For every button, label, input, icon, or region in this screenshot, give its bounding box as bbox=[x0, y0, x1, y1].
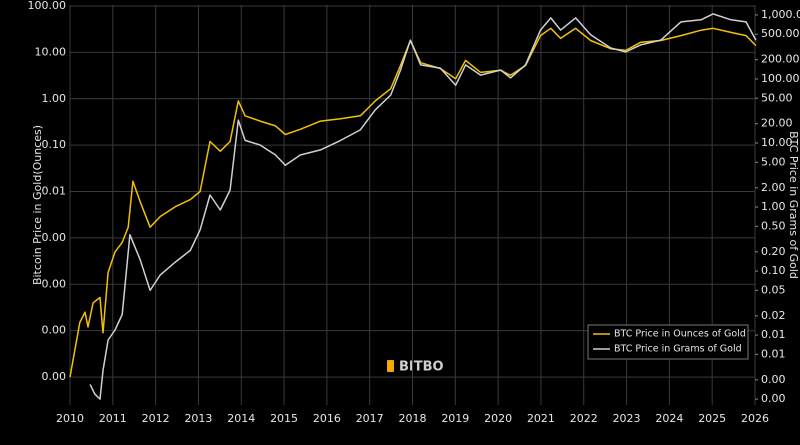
y2-tick-label: 500.00 bbox=[761, 27, 800, 40]
y-tick-label: 0.01 bbox=[42, 185, 67, 198]
y2-tick-label: 0.00 bbox=[761, 373, 786, 386]
y2-tick-label: 0.10 bbox=[761, 264, 786, 277]
x-tick-label: 2022 bbox=[570, 412, 598, 425]
x-tick-label: 2020 bbox=[484, 412, 512, 425]
x-tick-label: 2014 bbox=[227, 412, 255, 425]
y2-tick-label: 0.50 bbox=[761, 219, 786, 232]
y2-tick-label: 200.00 bbox=[761, 53, 800, 66]
y-tick-label: 0.00 bbox=[42, 370, 67, 383]
x-tick-label: 2013 bbox=[184, 412, 212, 425]
x-tick-label: 2018 bbox=[399, 412, 427, 425]
y2-tick-label: 1.00 bbox=[761, 200, 786, 213]
y2-tick-label: 5.00 bbox=[761, 155, 786, 168]
series-line bbox=[69, 27, 757, 378]
x-tick-label: 2025 bbox=[698, 412, 726, 425]
x-tick-label: 2023 bbox=[613, 412, 641, 425]
x-tick-label: 2010 bbox=[56, 412, 84, 425]
x-tick-label: 2026 bbox=[741, 412, 769, 425]
watermark-text: BITBO bbox=[399, 360, 444, 375]
y-tick-label: 0.10 bbox=[42, 138, 67, 151]
watermark: BITBO bbox=[387, 360, 444, 375]
series-line bbox=[89, 13, 757, 400]
legend-box bbox=[587, 324, 749, 360]
y2-tick-label: 50.00 bbox=[761, 91, 793, 104]
x-tick-label: 2021 bbox=[527, 412, 555, 425]
y2-tick-label: 0.05 bbox=[761, 283, 786, 296]
y-tick-label: 10.00 bbox=[35, 45, 67, 58]
x-tick-label: 2011 bbox=[99, 412, 127, 425]
y2-tick-label: 0.02 bbox=[761, 309, 786, 322]
y-tick-label: 0.00 bbox=[42, 277, 67, 290]
watermark-icon bbox=[387, 360, 394, 372]
y2-tick-label: 20.00 bbox=[761, 117, 793, 130]
y-tick-label: 100.00 bbox=[28, 0, 67, 12]
y-tick-label: 0.00 bbox=[42, 231, 67, 244]
y2-axis-label: BTC Price in Grams of Gold bbox=[787, 131, 800, 279]
x-tick-label: 2016 bbox=[313, 412, 341, 425]
x-tick-label: 2012 bbox=[142, 412, 170, 425]
y2-tick-label: 0.20 bbox=[761, 245, 786, 258]
legend-label: BTC Price in Ounces of Gold bbox=[614, 329, 746, 340]
y-tick-label: 0.00 bbox=[42, 324, 67, 337]
y2-tick-label: 2.00 bbox=[761, 181, 786, 194]
y-tick-label: 1.00 bbox=[42, 92, 67, 105]
x-tick-label: 2019 bbox=[441, 412, 469, 425]
y2-tick-label: 0.01 bbox=[761, 347, 786, 360]
legend: BTC Price in Ounces of Gold BTC Price in … bbox=[587, 324, 749, 360]
x-tick-label: 2015 bbox=[270, 412, 298, 425]
y2-tick-label: 0.01 bbox=[761, 328, 786, 341]
y2-tick-label: 10.00 bbox=[761, 136, 793, 149]
y2-tick-label: 0.00 bbox=[761, 392, 786, 405]
x-tick-label: 2017 bbox=[356, 412, 384, 425]
x-tick-label: 2024 bbox=[655, 412, 683, 425]
y2-tick-label: 100.00 bbox=[761, 72, 800, 85]
y2-tick-label: 1,000.00 bbox=[761, 8, 800, 21]
legend-label: BTC Price in Grams of Gold bbox=[614, 344, 742, 355]
y-axis-label: Bitcoin Price in Gold(Ounces) bbox=[31, 125, 44, 285]
